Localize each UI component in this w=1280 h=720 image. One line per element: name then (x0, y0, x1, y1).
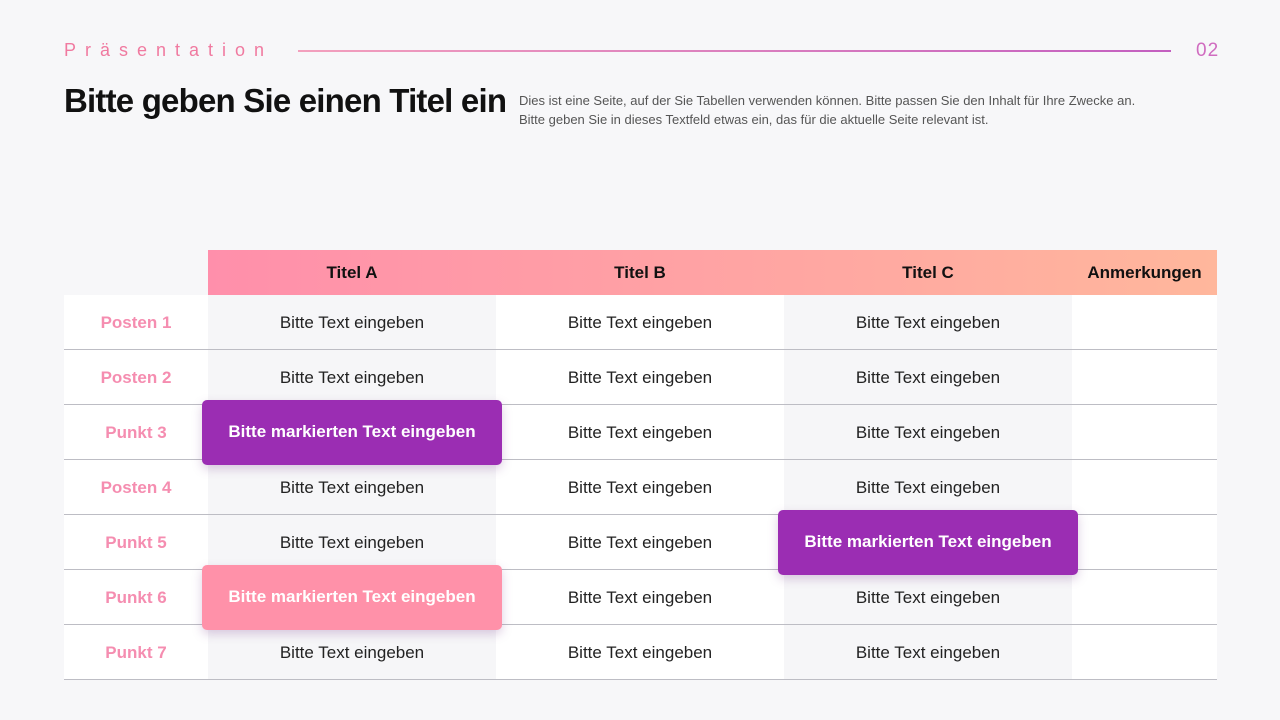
table-cell: Bitte Text eingeben (279, 477, 425, 497)
page-number: 02 (1196, 40, 1220, 61)
row-label: Punkt 3 (105, 422, 167, 442)
table-cell: Bitte Text eingeben (855, 642, 1001, 662)
table-cell: Bitte Text eingeben (567, 587, 713, 607)
row-divider (64, 459, 1217, 460)
table-cell: Bitte Text eingeben (855, 367, 1001, 387)
highlight-cell: Bitte markierten Text eingeben (202, 564, 502, 630)
row-label: Posten 2 (100, 367, 172, 387)
row-divider (64, 349, 1217, 350)
column-header: Titel C (902, 262, 954, 282)
column-header: Titel A (326, 262, 378, 282)
table-cell: Bitte Text eingeben (855, 422, 1001, 442)
row-divider (64, 514, 1217, 515)
section-label: Präsentation (64, 40, 274, 60)
highlight-cell: Bitte markierten Text eingeben (202, 399, 502, 465)
table-cell: Bitte Text eingeben (279, 312, 425, 332)
row-divider (64, 569, 1217, 570)
table-cell: Bitte Text eingeben (279, 642, 425, 662)
column-header: Titel B (614, 262, 666, 282)
row-label: Posten 4 (100, 477, 172, 497)
highlight-cell: Bitte markierten Text eingeben (778, 509, 1078, 575)
table-cell: Bitte Text eingeben (567, 367, 713, 387)
row-label: Punkt 7 (105, 642, 167, 662)
table-cell: Bitte Text eingeben (567, 642, 713, 662)
table-cell: Bitte Text eingeben (567, 477, 713, 497)
table-cell: Bitte Text eingeben (567, 312, 713, 332)
description: Dies ist eine Seite, auf der Sie Tabelle… (519, 93, 1136, 108)
table-cell: Bitte Text eingeben (855, 587, 1001, 607)
column-shade (784, 295, 1072, 680)
row-label: Punkt 6 (105, 587, 167, 607)
table-cell: Bitte Text eingeben (567, 532, 713, 552)
table-cell: Bitte Text eingeben (855, 312, 1001, 332)
description: Bitte geben Sie in dieses Textfeld etwas… (519, 112, 989, 127)
row-divider (64, 404, 1217, 405)
title: Bitte geben Sie einen Titel ein (64, 82, 507, 119)
table-cell: Bitte Text eingeben (567, 422, 713, 442)
table-cell: Bitte Text eingeben (855, 477, 1001, 497)
header-rule (298, 50, 1171, 52)
row-divider (64, 624, 1217, 625)
table-header (208, 250, 1217, 295)
row-label: Posten 1 (100, 312, 172, 332)
row-label: Punkt 5 (105, 532, 167, 552)
column-header: Anmerkungen (1087, 262, 1202, 282)
row-divider (64, 679, 1217, 680)
table-cell: Bitte Text eingeben (279, 532, 425, 552)
table-cell: Bitte Text eingeben (279, 367, 425, 387)
